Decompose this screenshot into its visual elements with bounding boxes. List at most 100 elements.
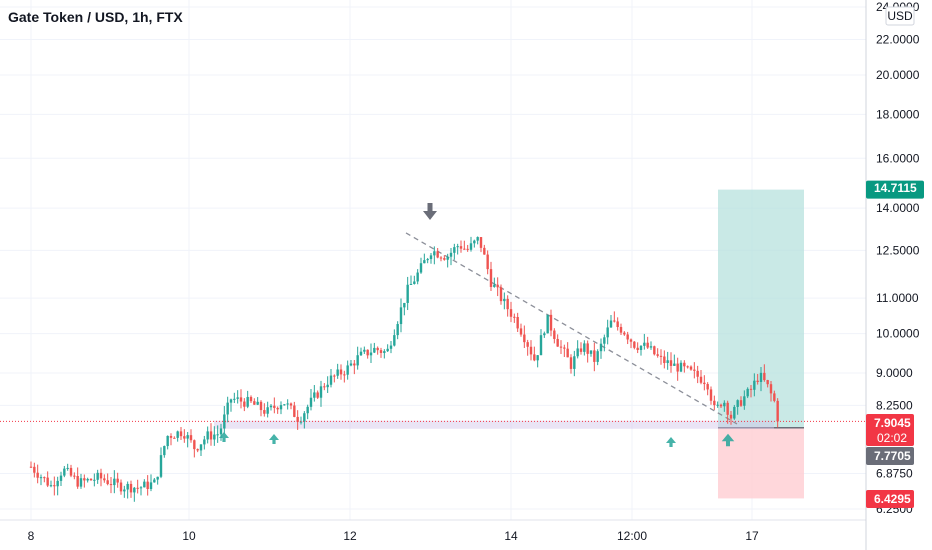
candle-body — [476, 237, 479, 241]
candle — [86, 477, 89, 483]
candle-body — [416, 272, 419, 282]
candle — [169, 433, 173, 446]
position-zones — [718, 189, 804, 499]
candle-body — [563, 347, 566, 349]
candle-body — [583, 343, 586, 352]
candle — [239, 389, 243, 409]
candle — [269, 404, 273, 411]
candle-body — [256, 401, 259, 405]
candle — [513, 313, 516, 323]
candle-body — [629, 339, 633, 342]
candle — [206, 426, 209, 444]
candle — [746, 387, 749, 399]
support-band — [214, 420, 774, 429]
candle — [276, 406, 279, 414]
candle — [699, 369, 703, 385]
candle — [693, 362, 696, 379]
candle-body — [46, 477, 49, 486]
candle — [646, 336, 649, 349]
candle — [333, 374, 336, 383]
candle — [756, 373, 759, 385]
candle-body — [736, 400, 739, 407]
candle-body — [303, 413, 306, 422]
candle — [499, 284, 503, 305]
candle — [579, 342, 583, 355]
x-tick-label: 14 — [504, 529, 518, 543]
candle — [83, 474, 86, 488]
candle-body — [236, 397, 239, 399]
candle — [183, 429, 186, 443]
candle — [726, 400, 729, 424]
candle — [729, 411, 733, 425]
candle-body — [426, 259, 429, 261]
candle-body — [309, 397, 313, 407]
candle-body — [326, 384, 329, 388]
candle — [396, 321, 399, 340]
candle-body — [673, 363, 676, 366]
candle-body — [529, 346, 533, 355]
candle — [216, 425, 219, 443]
target-zone[interactable] — [718, 189, 804, 428]
candle — [613, 311, 616, 323]
candle — [476, 236, 479, 245]
candle — [233, 392, 236, 404]
candle — [596, 349, 599, 366]
candle — [96, 469, 99, 484]
candle — [759, 366, 763, 392]
candle-body — [113, 478, 116, 486]
x-tick-label: 8 — [28, 529, 35, 543]
time-axis[interactable]: 8 10 12 14 12:00 17 — [28, 529, 759, 543]
down-arrow-icon — [423, 203, 437, 220]
candle — [36, 464, 39, 484]
candle-body — [429, 255, 433, 260]
candle — [583, 340, 586, 356]
candle — [636, 342, 639, 354]
candle — [193, 439, 196, 458]
candle-body — [659, 355, 663, 357]
trendline[interactable] — [405, 232, 738, 425]
candle-body — [466, 248, 469, 250]
candle — [263, 403, 266, 417]
candle-body — [203, 439, 206, 445]
candle-body — [709, 389, 713, 401]
y-tick-label: 12.5000 — [876, 243, 920, 257]
candle-body — [776, 400, 779, 422]
currency-badge[interactable]: USD — [885, 6, 915, 26]
candle-body — [196, 449, 199, 451]
candle-body — [613, 320, 616, 322]
candle-body — [116, 478, 119, 483]
candle-body — [233, 398, 236, 400]
x-tick-label: 10 — [182, 529, 196, 543]
candle — [576, 340, 579, 359]
candle-body — [66, 467, 69, 469]
candle-body — [756, 380, 759, 382]
candle-body — [623, 332, 626, 335]
candle — [189, 429, 193, 443]
candle-body — [666, 360, 669, 364]
candle-body — [596, 351, 599, 362]
candle — [119, 479, 123, 495]
candle — [479, 237, 483, 253]
candle — [246, 390, 249, 409]
candle — [199, 444, 203, 457]
candle-body — [359, 351, 363, 356]
candle — [663, 350, 666, 369]
candle — [629, 338, 633, 349]
candle-body — [569, 357, 573, 369]
candle — [293, 401, 296, 418]
candle — [66, 463, 69, 471]
candle — [149, 474, 153, 492]
candle — [313, 385, 316, 402]
candle — [489, 261, 493, 291]
candle-body — [549, 314, 553, 331]
candle — [703, 375, 706, 391]
candle-body — [253, 401, 256, 405]
candle-body — [179, 431, 183, 437]
candle-body — [109, 484, 113, 486]
candle-body — [363, 349, 366, 352]
candle-body — [513, 316, 516, 318]
candle — [566, 342, 569, 358]
candle — [273, 397, 276, 414]
